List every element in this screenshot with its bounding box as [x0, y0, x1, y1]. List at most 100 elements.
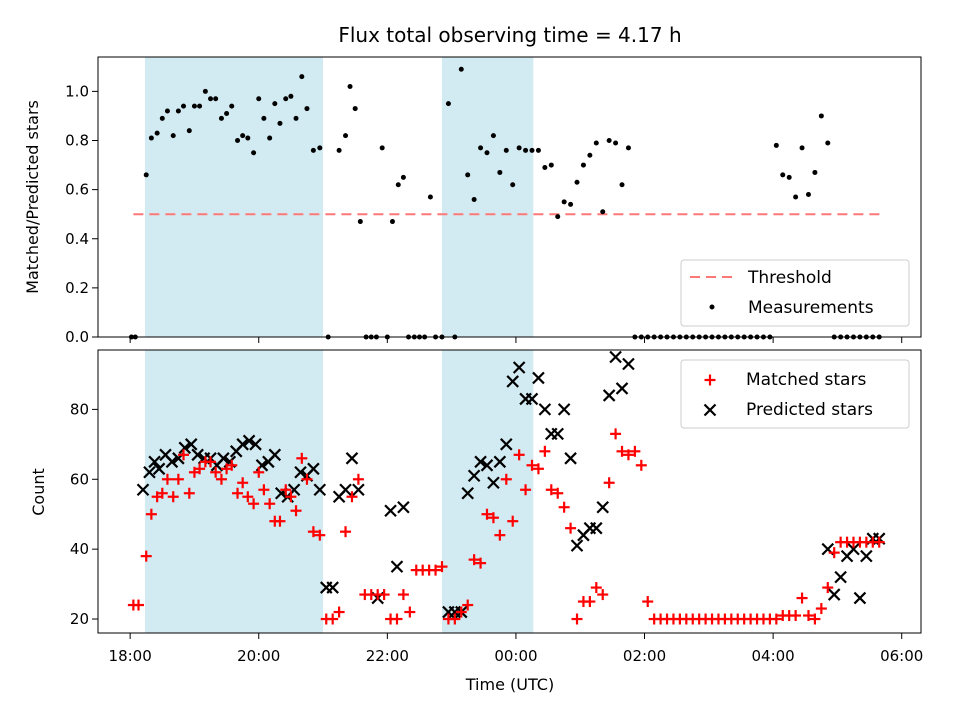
- matched-star-point: [301, 473, 313, 485]
- bottom-y-ticks: 20 40 60 80: [70, 400, 98, 628]
- matched-star-point: [809, 613, 821, 625]
- measurement-point: [587, 152, 593, 158]
- measurement-point: [245, 135, 251, 141]
- measurement-point: [542, 165, 548, 171]
- legend-threshold-label: Threshold: [747, 268, 832, 288]
- matched-star-point: [404, 606, 416, 618]
- measurement-point: [352, 106, 358, 112]
- matched-star-point: [500, 473, 512, 485]
- legend-predicted-label: Predicted stars: [746, 400, 873, 420]
- predicted-star-point: [390, 560, 404, 573]
- matched-star-point: [520, 484, 532, 496]
- matched-star-point: [610, 428, 622, 440]
- measurement-point: [574, 179, 580, 185]
- matched-star-point: [285, 491, 297, 503]
- matched-star-point: [802, 610, 814, 622]
- measurement-point: [288, 93, 294, 99]
- measurement-point: [251, 150, 257, 156]
- measurement-point: [213, 96, 219, 102]
- predicted-star-point: [596, 500, 610, 514]
- top-axes-frame: [97, 56, 922, 338]
- y-tick-label: 0.0: [65, 328, 89, 346]
- matched-star-point: [397, 589, 409, 601]
- shaded-interval: [144, 57, 324, 337]
- measurement-point: [170, 133, 176, 139]
- measurement-point: [516, 145, 522, 151]
- matched-star-point: [494, 529, 506, 541]
- legend-matched-label: Matched stars: [746, 370, 866, 390]
- matched-star-point: [513, 449, 525, 461]
- legend-measurements-swatch: [709, 304, 715, 310]
- predicted-star-point: [564, 452, 577, 465]
- y-tick-label: 40: [70, 540, 89, 558]
- measurement-point: [191, 103, 197, 109]
- top-legend-box: [680, 259, 910, 327]
- y-tick-label: 20: [70, 610, 89, 628]
- measurement-point: [283, 96, 289, 102]
- matched-star-point: [264, 498, 276, 510]
- matched-star-point: [790, 610, 802, 622]
- x-tick-label: 04:00: [752, 647, 795, 665]
- measurement-point: [304, 106, 310, 112]
- predicted-star-point: [615, 382, 629, 395]
- matched-star-point: [280, 484, 292, 496]
- bottom-y-axis-label: Count: [29, 468, 48, 516]
- predicted-star-point: [313, 483, 327, 497]
- measurement-point: [400, 174, 406, 180]
- x-tick-label: 22:00: [366, 647, 409, 665]
- matched-star-point: [545, 484, 557, 496]
- top-y-axis-label: Matched/Predicted stars: [23, 100, 42, 294]
- matched-star-point: [449, 613, 461, 625]
- measurement-point: [465, 172, 471, 178]
- measurement-point: [159, 115, 165, 121]
- shaded-interval: [441, 57, 534, 337]
- measurement-point: [154, 130, 160, 136]
- x-tick-label: 06:00: [880, 647, 923, 665]
- matched-star-point: [156, 487, 168, 499]
- measurement-point: [523, 147, 529, 153]
- matched-star-point: [314, 529, 326, 541]
- measurement-point: [218, 115, 224, 121]
- measurement-point: [593, 140, 599, 146]
- predicted-star-point: [148, 455, 161, 469]
- matched-star-point: [205, 456, 217, 468]
- bottom-x-ticks: 18:00 20:00 22:00 00:00 02:00 04:00 06:00: [109, 633, 923, 665]
- matched-star-point: [622, 449, 634, 461]
- matched-star-point: [172, 473, 184, 485]
- matched-star-point: [436, 561, 448, 573]
- matched-star-point: [237, 477, 249, 489]
- predicted-star-point: [557, 403, 571, 416]
- matched-star-point: [770, 613, 782, 625]
- bottom-legend: Matched stars Predicted stars: [680, 359, 910, 429]
- matched-star-point: [597, 589, 609, 601]
- matched-star-point: [140, 550, 152, 562]
- predicted-star-point: [532, 371, 545, 385]
- matched-star-point: [539, 445, 551, 457]
- predicted-star-point: [467, 469, 481, 483]
- predicted-star-point: [136, 483, 150, 497]
- predicted-star-point: [538, 403, 552, 416]
- measurement-point: [458, 66, 464, 72]
- x-tick-label: 20:00: [237, 647, 280, 665]
- measurement-point: [780, 172, 786, 178]
- matched-star-point: [796, 592, 808, 604]
- measurement-point: [773, 142, 779, 148]
- measurement-point: [535, 147, 541, 153]
- x-tick-label: 18:00: [109, 647, 152, 665]
- predicted-star-point: [602, 389, 616, 402]
- matched-star-point: [210, 466, 222, 478]
- measurement-point: [293, 115, 299, 121]
- matched-star-point: [590, 582, 602, 594]
- matched-star-point: [704, 374, 716, 386]
- matched-star-point: [873, 536, 885, 548]
- predicted-star-point: [480, 459, 494, 472]
- matched-star-point: [475, 557, 487, 569]
- measurement-point: [277, 120, 283, 126]
- measurement-point: [497, 169, 503, 175]
- measurement-point: [240, 133, 246, 139]
- predicted-star-point: [827, 588, 841, 601]
- x-axis-label: Time (UTC): [465, 675, 554, 694]
- predicted-star-point: [178, 441, 192, 455]
- matched-star-point: [629, 445, 641, 457]
- predicted-star-point: [551, 427, 565, 441]
